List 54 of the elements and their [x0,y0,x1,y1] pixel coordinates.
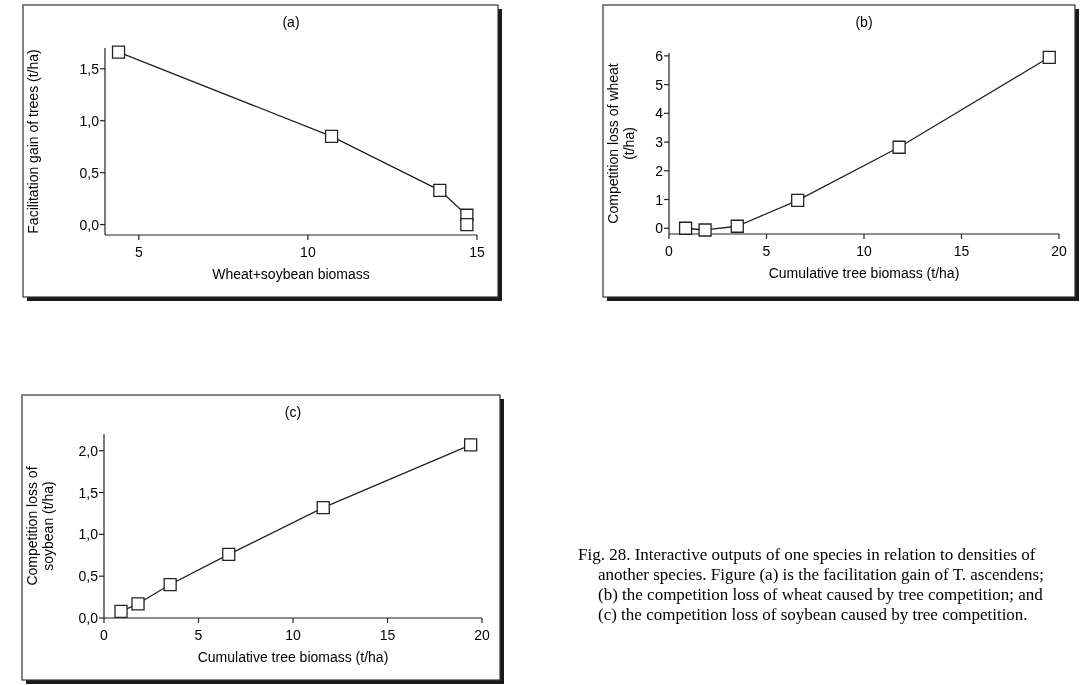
y-tick-label: 0,0 [79,216,100,233]
point [730,219,744,233]
chart-title: (b) [855,14,873,30]
x-tick-label: 15 [953,243,970,259]
x-tick-label: 15 [379,627,396,643]
y-tick-label: 6 [655,47,664,64]
point [114,604,128,618]
y-axis-title: Facilitation gain of trees (t/ha) [25,49,41,234]
y-tick-label: 3 [655,134,664,151]
x-tick-label: 10 [856,243,872,259]
point [892,140,906,154]
point [698,223,712,237]
y-tick-label: 5 [655,76,664,93]
x-tick-label: 20 [474,627,490,643]
point [324,129,339,143]
point [131,597,145,611]
point [460,217,474,232]
y-tick-label: 0,5 [79,164,100,181]
x-axis-title: Wheat+soybean biomass [212,266,370,282]
y-axis-title: Competition loss of wheat (t/ha) [605,63,637,224]
x-tick-label: 10 [300,244,316,260]
y-tick-label: 1,0 [79,112,100,129]
x-tick-label: 5 [762,243,771,259]
y-tick-label: 0,5 [78,568,99,585]
chart-title: (a) [282,14,300,30]
y-tick-label: 2 [655,162,664,179]
y-tick-label: 0,0 [78,610,99,626]
point [316,500,330,515]
x-tick-label: 5 [134,244,143,260]
point [111,45,126,59]
point [791,193,805,208]
y-tick-label: 1 [655,191,664,208]
x-tick-label: 15 [469,244,485,260]
y-axis-title: Competition loss of soybean (t/ha) [24,466,56,586]
x-tick-label: 20 [1051,243,1067,259]
x-tick-label: 0 [665,243,674,259]
y-tick-label: 4 [655,105,664,122]
y-tick-label: 1,5 [78,484,99,501]
y-tick-label: 2,0 [78,442,99,459]
caption: Fig. 28. Interactive outputs of one species in relation to densities of another species. Figure (a) is the facilitation gain of T. ascendens; (b) the competition loss of wheat caused by tree competition; and (c) the competition loss of soybean caused by tree competition. [578,545,1044,624]
point [222,547,236,562]
point [464,438,478,452]
x-axis-title: Cumulative tree biomass (t/ha) [768,265,960,281]
point [678,221,693,235]
x-axis-title: Cumulative tree biomass (t/ha) [197,649,389,665]
point [163,577,177,592]
y-tick-label: 0 [655,220,664,237]
x-tick-label: 10 [285,627,301,643]
y-tick-label: 1,5 [79,60,100,77]
chart-title: (c) [284,404,302,420]
y-tick-label: 1,0 [78,526,99,543]
point [1042,50,1056,64]
point [433,183,447,197]
x-tick-label: 5 [194,627,203,643]
